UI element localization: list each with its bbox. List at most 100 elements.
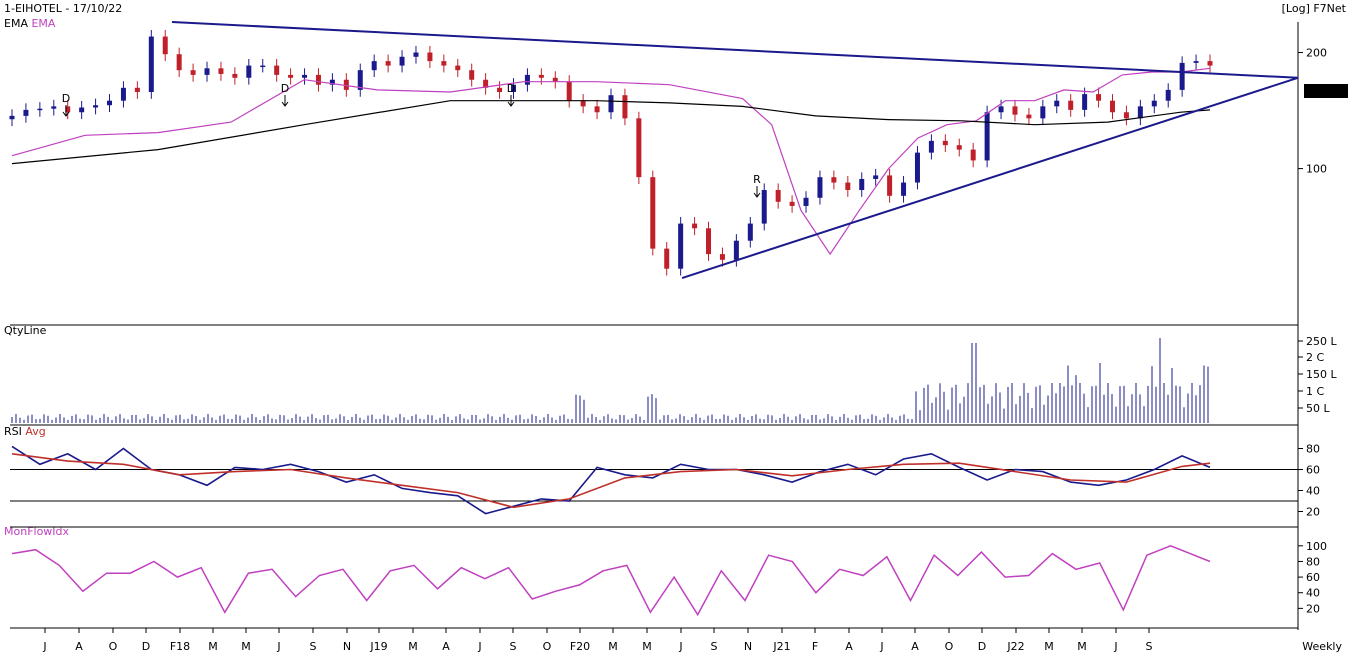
candle [79,107,85,113]
candle [93,105,99,108]
x-tick-label: A [911,640,919,653]
volume-panel-title: QtyLine [4,324,47,337]
candle [747,223,753,241]
x-tick-label: D [978,640,986,653]
last-price-badge [1304,84,1348,98]
x-tick-label: S [310,640,317,653]
x-tick-label: M [241,640,251,653]
candle [594,106,600,113]
marker-arrow-head [281,101,289,107]
rsi-label: RSI [4,425,22,438]
candle [65,106,71,113]
candle [608,95,614,113]
mfi-panel-title: MonFlowIdx [4,525,70,538]
mfi-tick-label: 80 [1306,555,1320,568]
x-tick-label: J [678,640,682,653]
candle [622,95,628,119]
candle [1193,61,1199,63]
volume-tick-label: 250 L [1306,335,1337,348]
candle [970,149,976,161]
rsi-avg-label: Avg [25,425,46,438]
candle [761,189,767,224]
candle [37,108,43,111]
pattern-marker: R [753,173,761,186]
rsi-line [11,453,1211,509]
candle [984,112,990,161]
marker-arrow-head [62,111,70,117]
candle [399,56,405,66]
x-tick-label: M [1044,640,1054,653]
candle [817,177,823,198]
candle [455,65,461,71]
candle [51,106,57,109]
x-tick-label: S [1146,640,1153,653]
pattern-marker: D [62,92,70,105]
mfi-tick-label: 60 [1306,571,1320,584]
candle [803,197,809,206]
x-tick-label: J [276,640,280,653]
x-tick-label: J [879,640,883,653]
x-tick-label: J19 [369,640,387,653]
period-label[interactable]: Weekly [1302,640,1342,653]
x-tick-label: N [343,640,351,653]
x-tick-label: M [642,640,652,653]
x-tick-label: O [945,640,954,653]
candle [873,175,879,179]
pattern-marker: D [507,82,515,95]
x-tick-label: M [1077,640,1087,653]
rsi-tick-label: 80 [1306,443,1320,456]
x-tick-label: J [42,640,46,653]
candle [23,109,29,116]
candle [427,52,433,62]
x-tick-label: M [408,640,418,653]
marker-arrow-head [507,101,515,107]
candle [1137,106,1143,119]
x-tick-label: F18 [170,640,190,653]
rsi-tick-label: 20 [1306,506,1320,519]
candle [887,175,893,196]
candle [580,100,586,107]
candle [664,248,670,269]
x-tick-label: J [1113,640,1117,653]
mfi-tick-label: 40 [1306,587,1320,600]
candle [469,70,475,80]
candle [134,87,140,92]
rsi-tick-label: 60 [1306,464,1320,477]
ema-label-short: EMA [31,17,56,30]
rsi-line [11,445,1211,515]
mfi-tick-label: 100 [1306,540,1327,553]
candle [288,74,294,78]
candle [371,61,377,71]
candle [1012,106,1018,115]
candle [831,177,837,183]
x-tick-label: O [109,640,118,653]
candle [956,145,962,150]
candle [315,74,321,85]
ema-label-long: EMA [4,17,28,30]
candle [1207,61,1213,66]
candle [678,223,684,269]
volume-tick-label: 150 L [1306,368,1337,381]
candle [859,178,865,190]
candle [1109,100,1115,113]
x-tick-label: D [142,640,150,653]
candle [998,106,1004,113]
candle [413,52,419,57]
pattern-marker: D [281,82,289,95]
candle [497,87,503,92]
candle [538,74,544,78]
x-tick-label: F [812,640,818,653]
candle [232,73,238,78]
candle [1096,94,1102,101]
scale-mode-label[interactable]: [Log] F7Net [1281,2,1346,15]
candle [204,68,210,75]
volume-tick-label: 2 C [1306,351,1324,364]
volume-tick-label: 50 L [1306,402,1330,415]
candle [441,61,447,66]
candle [650,177,656,249]
candle [942,140,948,146]
price-tick-label: 100 [1306,163,1327,176]
chart-title: 1-EIHOTEL - 17/10/22 [4,2,123,15]
candle [706,228,712,255]
